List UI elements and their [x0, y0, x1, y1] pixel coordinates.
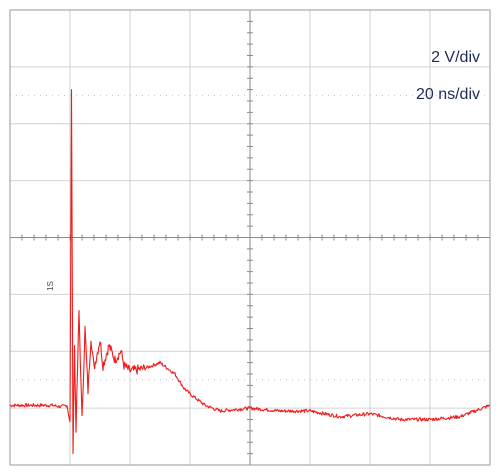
graticule — [9, 9, 491, 466]
time-scale-label: 20 ns/div — [416, 86, 480, 103]
waveform-trace — [9, 89, 491, 455]
graticule-frame — [9, 9, 491, 466]
waveform-traces — [9, 89, 491, 455]
trigger-marker: 1S — [46, 281, 55, 291]
vertical-scale-label: 2 V/div — [431, 49, 480, 66]
